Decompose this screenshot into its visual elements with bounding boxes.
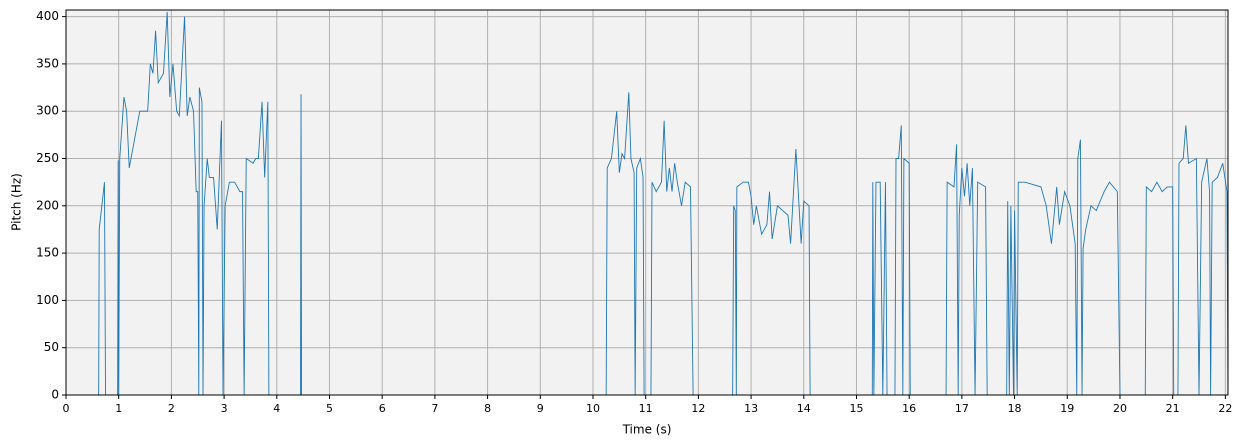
x-tick-label: 20 bbox=[1113, 402, 1127, 415]
x-tick-label: 9 bbox=[537, 402, 544, 415]
plot-background bbox=[66, 10, 1228, 395]
lines bbox=[66, 11, 1229, 396]
x-tick-label: 15 bbox=[849, 402, 863, 415]
x-tick-label: 18 bbox=[1008, 402, 1022, 415]
y-tick-label: 150 bbox=[36, 246, 59, 260]
x-tick-label: 4 bbox=[273, 402, 280, 415]
y-tick-label: 400 bbox=[36, 9, 59, 23]
y-tick-label: 0 bbox=[51, 388, 59, 402]
x-tick-label: 5 bbox=[326, 402, 333, 415]
x-tick-label: 22 bbox=[1218, 402, 1232, 415]
plot-frame bbox=[65, 9, 1229, 396]
x-tick-label: 16 bbox=[902, 402, 916, 415]
x-tick-label: 8 bbox=[484, 402, 491, 415]
grid bbox=[65, 10, 1228, 396]
x-tick-label: 12 bbox=[691, 402, 705, 415]
y-axis-label: Pitch (Hz) bbox=[10, 173, 24, 231]
x-tick-label: 7 bbox=[431, 402, 438, 415]
x-tick-label: 17 bbox=[955, 402, 969, 415]
y-tick-label: 100 bbox=[36, 293, 59, 307]
x-tick-label: 6 bbox=[379, 402, 386, 415]
x-tick-label: 3 bbox=[221, 402, 228, 415]
x-tick-label: 11 bbox=[639, 402, 653, 415]
pitch-line bbox=[66, 11, 1229, 396]
x-tick-label: 0 bbox=[63, 402, 70, 415]
x-tick-label: 21 bbox=[1166, 402, 1180, 415]
x-axis-label: Time (s) bbox=[622, 423, 672, 437]
x-tick-label: 10 bbox=[586, 402, 600, 415]
x-tick-label: 13 bbox=[744, 402, 758, 415]
x-tick-label: 19 bbox=[1060, 402, 1074, 415]
x-tick-label: 2 bbox=[168, 402, 175, 415]
y-tick-label: 300 bbox=[36, 104, 59, 118]
y-tick-label: 50 bbox=[44, 340, 59, 354]
y-tick-label: 250 bbox=[36, 151, 59, 165]
y-tick-label: 200 bbox=[36, 198, 59, 212]
y-tick-label: 350 bbox=[36, 56, 59, 70]
x-tick-label: 1 bbox=[115, 402, 122, 415]
x-tick-label: 14 bbox=[797, 402, 811, 415]
